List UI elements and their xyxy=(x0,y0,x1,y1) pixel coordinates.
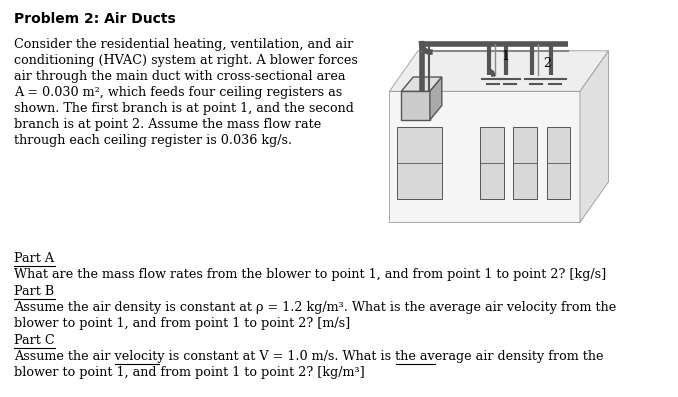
Text: 2: 2 xyxy=(543,58,551,71)
Polygon shape xyxy=(389,91,580,222)
Polygon shape xyxy=(430,77,442,120)
Polygon shape xyxy=(580,51,609,222)
Text: Part B: Part B xyxy=(14,285,54,298)
Polygon shape xyxy=(401,77,442,91)
Polygon shape xyxy=(397,127,442,198)
Text: What are the mass flow rates from the blower to point 1, and from point 1 to poi: What are the mass flow rates from the bl… xyxy=(14,268,606,281)
Text: Part A: Part A xyxy=(14,252,54,265)
Text: air through the main duct with cross-sectional area: air through the main duct with cross-sec… xyxy=(14,70,346,83)
Text: Part C: Part C xyxy=(14,334,55,347)
Text: shown. The first branch is at point 1, and the second: shown. The first branch is at point 1, a… xyxy=(14,102,354,115)
Text: Problem 2: Air Ducts: Problem 2: Air Ducts xyxy=(14,12,176,26)
Text: Assume the air density is constant at ρ = 1.2 kg/m³. What is the average air vel: Assume the air density is constant at ρ … xyxy=(14,301,616,314)
Polygon shape xyxy=(389,51,609,91)
Text: conditioning (HVAC) system at right. A blower forces: conditioning (HVAC) system at right. A b… xyxy=(14,54,358,67)
Polygon shape xyxy=(480,127,504,198)
Text: blower to point 1, and from point 1 to point 2? [m/s]: blower to point 1, and from point 1 to p… xyxy=(14,317,351,330)
Text: A = 0.030 m², which feeds four ceiling registers as: A = 0.030 m², which feeds four ceiling r… xyxy=(14,86,342,99)
Polygon shape xyxy=(401,91,430,120)
Polygon shape xyxy=(513,127,537,198)
Text: Consider the residential heating, ventilation, and air: Consider the residential heating, ventil… xyxy=(14,38,353,51)
Text: 1: 1 xyxy=(501,50,509,64)
Polygon shape xyxy=(546,127,570,198)
Text: through each ceiling register is 0.036 kg/s.: through each ceiling register is 0.036 k… xyxy=(14,134,292,147)
Text: branch is at point 2. Assume the mass flow rate: branch is at point 2. Assume the mass fl… xyxy=(14,118,321,131)
Text: Assume the air velocity is constant at V = 1.0 m/s. What is the average air dens: Assume the air velocity is constant at V… xyxy=(14,350,603,363)
Text: blower to point 1, and from point 1 to point 2? [kg/m³]: blower to point 1, and from point 1 to p… xyxy=(14,366,365,379)
